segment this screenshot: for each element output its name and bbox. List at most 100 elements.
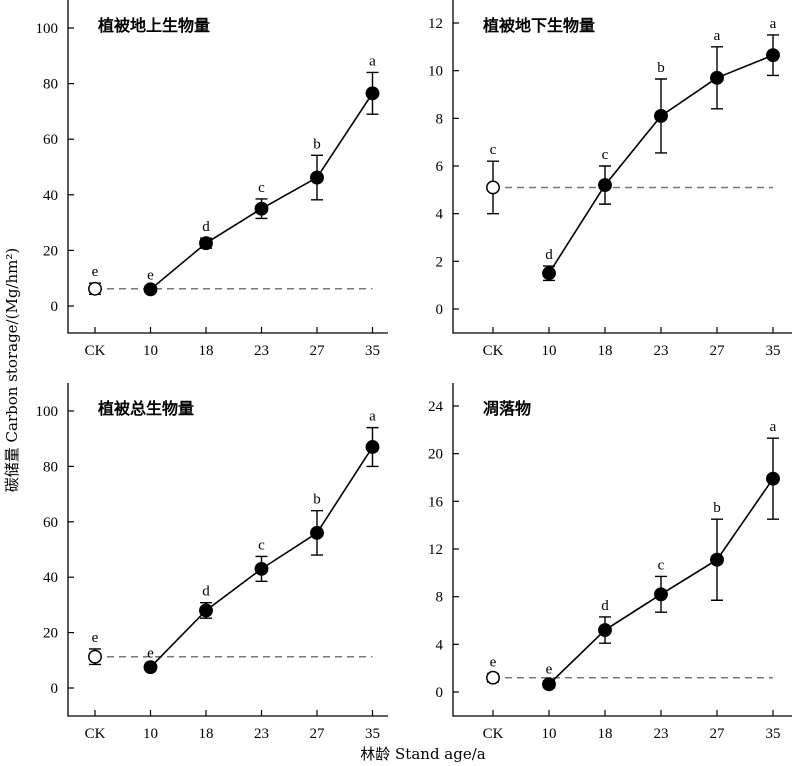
y-tick-label: 8 — [436, 590, 444, 606]
significance-label: c — [490, 142, 497, 158]
panel-total-biomass: 0 20 40 60 80 100 CK 10 18 23 27 35 植被总生物量 e e d c b a — [36, 383, 388, 742]
significance-label: b — [313, 492, 321, 508]
x-tick-label: CK — [85, 343, 106, 359]
y-tick-label: 80 — [43, 459, 58, 475]
significance-label: c — [258, 537, 265, 553]
axis-frame — [452, 0, 792, 334]
significance-label: a — [770, 419, 777, 435]
y-tick-label: 4 — [436, 637, 444, 653]
panel-aboveground-biomass: 0 20 40 60 80 100 CK 10 18 23 27 35 植被地上生物量 e e d c b a — [36, 0, 388, 359]
x-tick-label: 23 — [254, 343, 269, 359]
x-tick-label: 27 — [310, 343, 326, 359]
y-tick-label: 100 — [36, 21, 59, 37]
significance-label: d — [202, 219, 210, 235]
data-point — [598, 178, 612, 193]
y-tick-label: 6 — [436, 159, 444, 175]
control-point — [88, 649, 102, 664]
x-tick-label: 23 — [254, 726, 269, 742]
axis-frame — [452, 383, 792, 717]
x-tick-label: 35 — [365, 726, 380, 742]
x-tick-label: 10 — [143, 343, 158, 359]
y-tick-label: 0 — [436, 685, 444, 701]
control-point — [88, 281, 102, 296]
data-point — [254, 201, 269, 216]
axis-frame — [67, 0, 388, 334]
y-axis-title: 碳储量 Carbon storage/(Mg/hm²) — [3, 248, 21, 492]
y-tick-label: 100 — [36, 404, 59, 420]
data-point — [654, 109, 668, 123]
data-point — [254, 561, 269, 576]
axis-frame — [67, 383, 388, 717]
data-point — [365, 440, 380, 454]
data-point — [542, 677, 556, 692]
x-tick-label: 27 — [710, 726, 726, 742]
data-point — [143, 660, 158, 675]
panel-title: 植被总生物量 — [97, 399, 194, 418]
significance-label: e — [147, 268, 154, 284]
x-tick-label: CK — [85, 726, 106, 742]
x-tick-label: CK — [483, 726, 504, 742]
x-tick-label: 27 — [310, 726, 326, 742]
y-tick-label: 24 — [428, 399, 444, 415]
significance-label: a — [714, 28, 721, 44]
significance-label: c — [658, 557, 665, 573]
y-tick-label: 10 — [428, 64, 443, 80]
data-point — [542, 266, 556, 281]
data-point — [310, 170, 324, 185]
significance-label: a — [770, 16, 777, 32]
significance-label: e — [546, 662, 553, 678]
x-tick-label: CK — [483, 343, 504, 359]
panel-litter: 0 4 8 12 16 20 24 CK 10 18 23 27 35 凋落物 e e d c b a — [428, 383, 792, 742]
y-tick-label: 12 — [428, 16, 443, 32]
x-tick-label: 10 — [542, 343, 557, 359]
y-tick-label: 80 — [43, 77, 58, 93]
x-axis-title: 林龄 Stand age/a — [360, 745, 486, 763]
data-point — [310, 525, 324, 540]
significance-label: d — [601, 598, 609, 614]
significance-label: b — [713, 500, 721, 516]
significance-label: b — [657, 60, 665, 76]
significance-label: a — [369, 409, 376, 425]
control-point — [486, 670, 500, 685]
x-tick-label: 35 — [766, 726, 781, 742]
x-tick-label: 35 — [766, 343, 781, 359]
data-point — [654, 587, 668, 602]
data-point — [766, 48, 780, 63]
significance-label: b — [313, 136, 321, 152]
data-point — [365, 86, 380, 101]
significance-label: e — [490, 655, 497, 671]
significance-label: e — [92, 630, 99, 646]
x-tick-label: 18 — [598, 726, 613, 742]
data-point — [710, 552, 724, 567]
y-tick-label: 8 — [436, 111, 444, 127]
panel-belowground-biomass: 0 2 4 6 8 10 12 CK 10 18 23 27 35 植被地下生物量 c d c b a a — [428, 0, 792, 359]
y-tick-label: 0 — [436, 302, 444, 318]
x-tick-label: 10 — [542, 726, 557, 742]
significance-label: d — [202, 584, 210, 600]
x-tick-label: 35 — [365, 343, 380, 359]
significance-label: d — [545, 247, 553, 263]
x-tick-label: 23 — [654, 726, 669, 742]
data-point — [199, 603, 213, 618]
data-point — [766, 471, 780, 486]
panel-title: 凋落物 — [483, 399, 531, 418]
x-tick-label: 18 — [199, 343, 214, 359]
data-point — [199, 236, 213, 251]
data-point — [143, 282, 158, 297]
panel-title: 植被地下生物量 — [482, 16, 595, 35]
y-tick-label: 4 — [436, 207, 444, 223]
significance-label: e — [147, 645, 154, 661]
y-tick-label: 0 — [51, 299, 59, 315]
y-tick-label: 2 — [436, 254, 444, 270]
x-tick-label: 27 — [710, 343, 726, 359]
y-tick-label: 60 — [43, 132, 58, 148]
data-point — [710, 70, 724, 85]
significance-label: a — [369, 53, 376, 69]
x-tick-label: 18 — [199, 726, 214, 742]
y-tick-label: 20 — [43, 243, 58, 259]
data-point — [598, 623, 612, 637]
significance-label: c — [602, 147, 609, 163]
x-tick-label: 23 — [654, 343, 669, 359]
y-tick-label: 40 — [43, 188, 58, 204]
